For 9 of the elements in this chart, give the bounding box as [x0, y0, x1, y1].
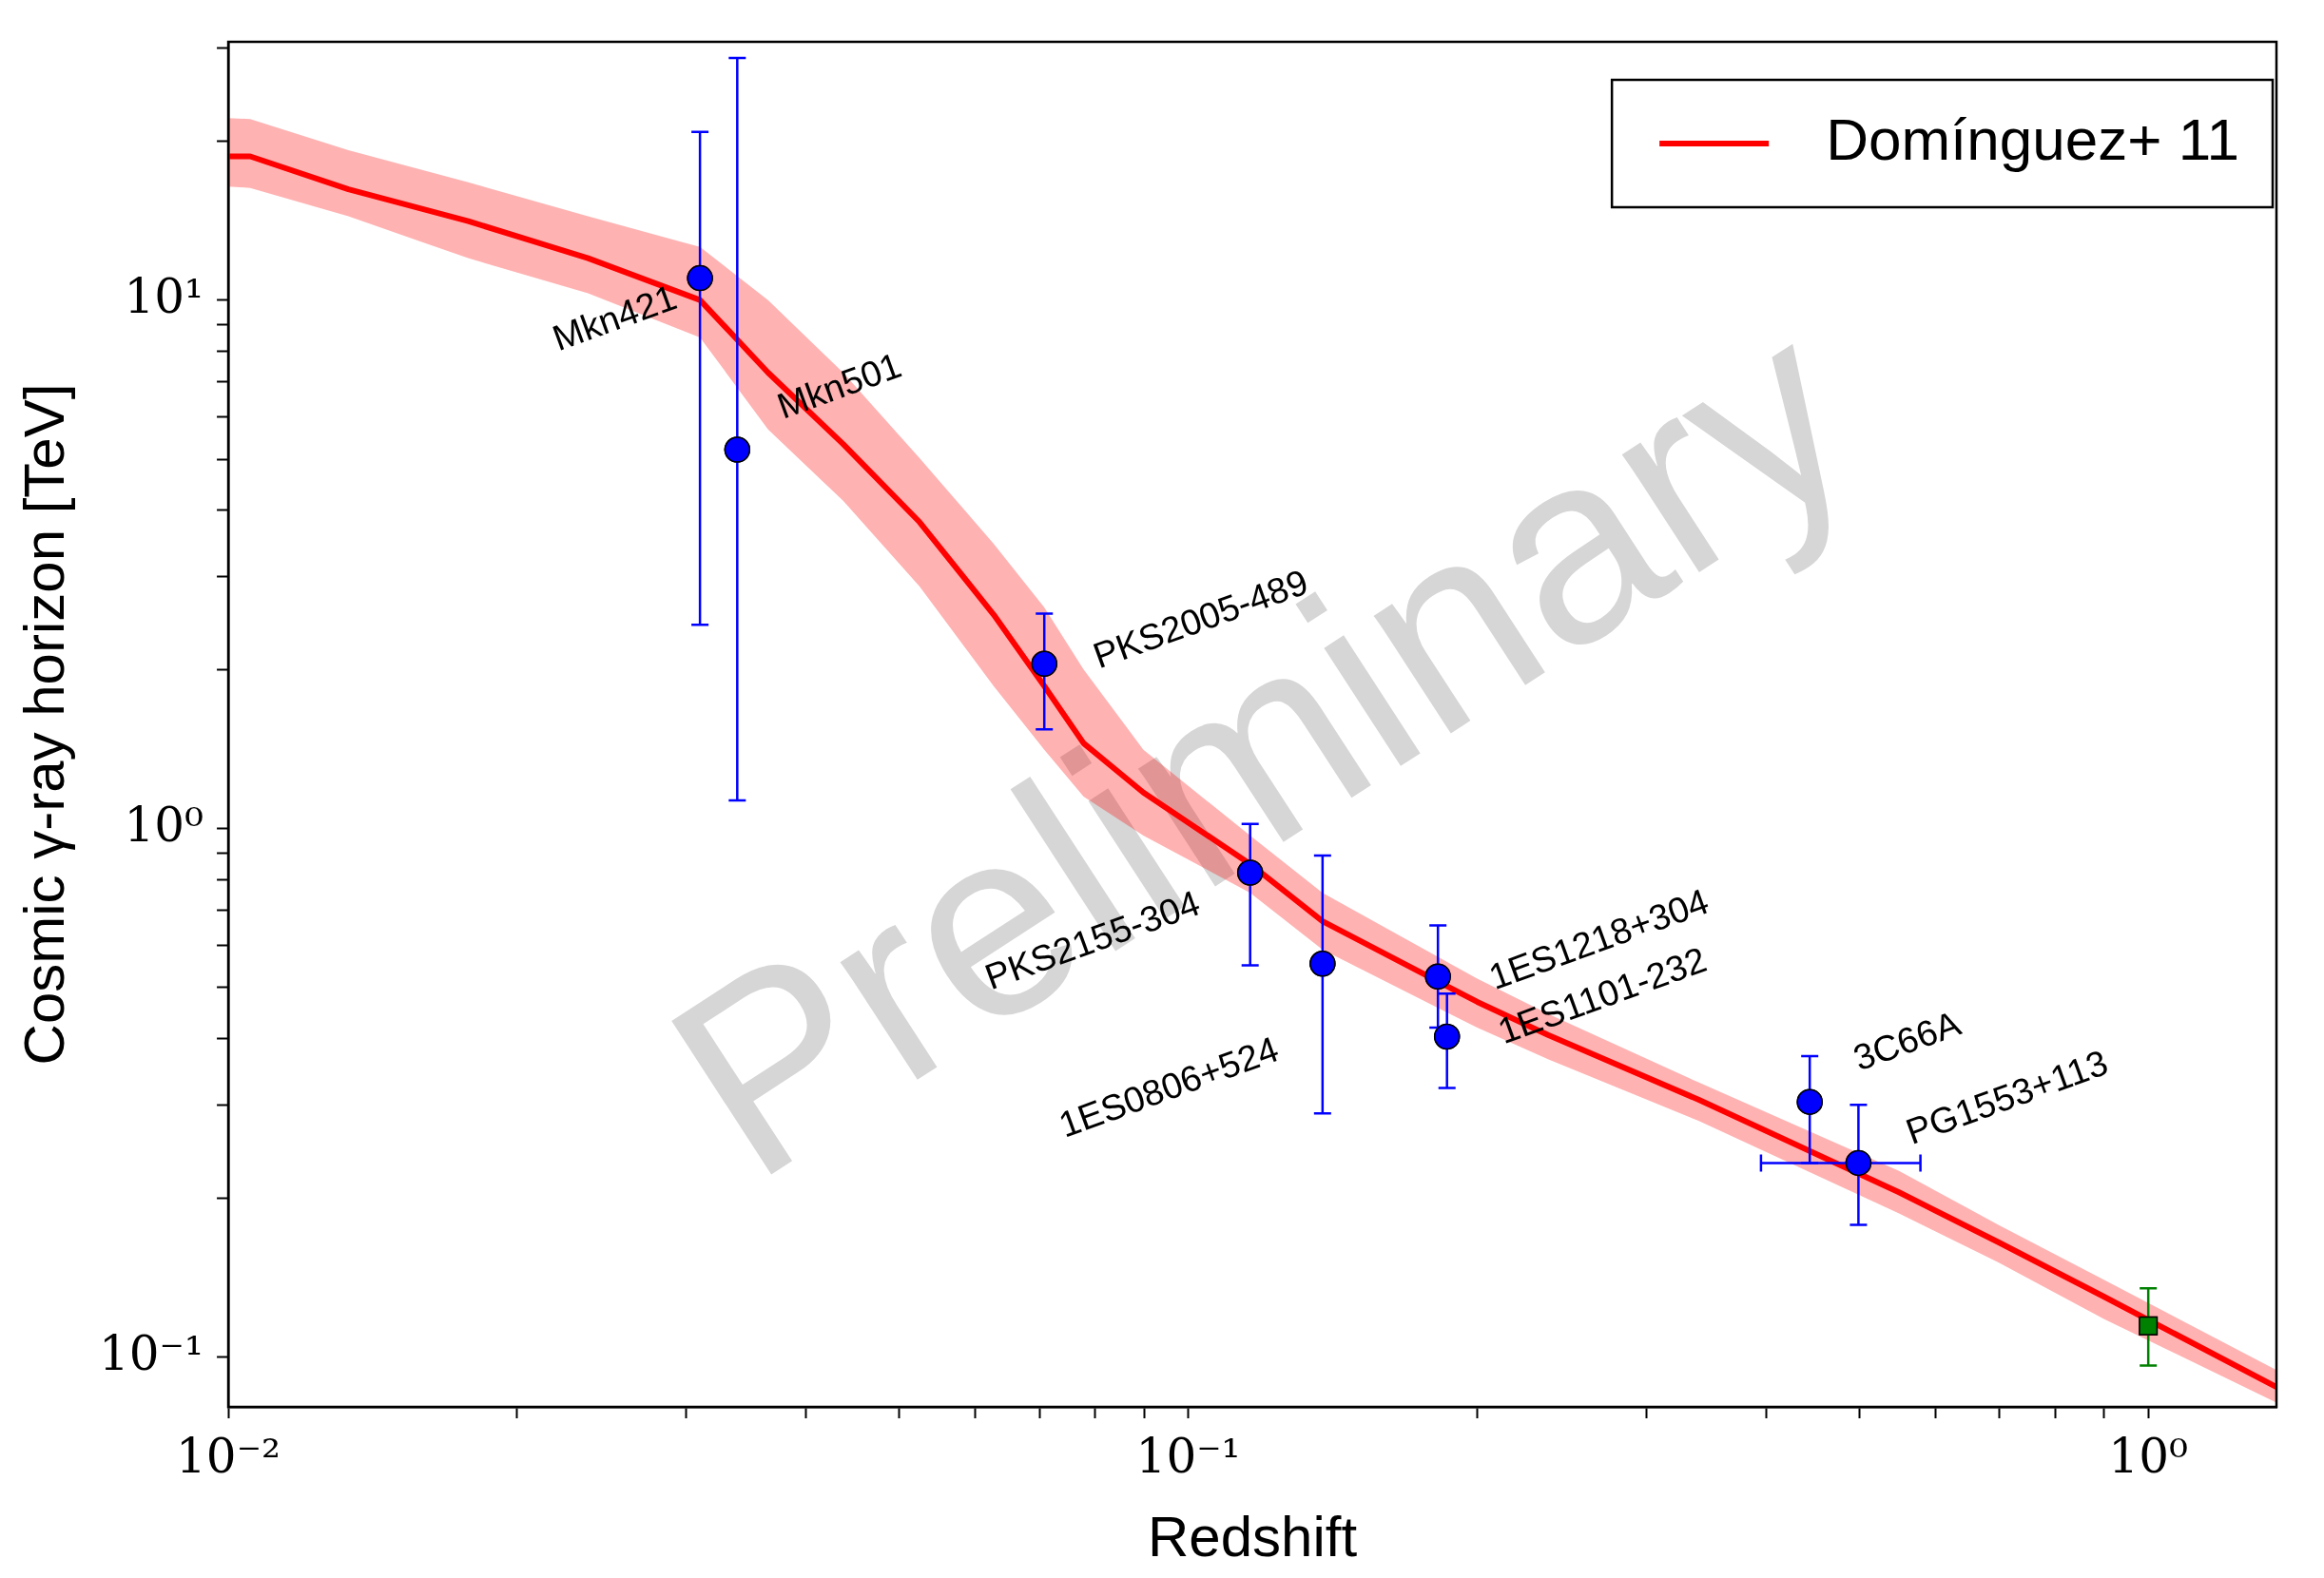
y-tick-label: 10¹: [124, 268, 204, 324]
y-tick-label: 10⁻¹: [99, 1325, 204, 1381]
x-axis-title: Redshift: [1147, 1504, 1358, 1568]
legend-label: Domínguez+ 11: [1826, 106, 2240, 173]
x-tick-label: 10⁻¹: [1135, 1428, 1241, 1484]
x-tick-label: 10⁻²: [176, 1428, 281, 1484]
x-tick-label: 10⁰: [2108, 1428, 2189, 1484]
y-tick-label: 10⁰: [124, 797, 204, 853]
y-axis-title: Cosmic γ-ray horizon [TeV]: [11, 383, 76, 1066]
